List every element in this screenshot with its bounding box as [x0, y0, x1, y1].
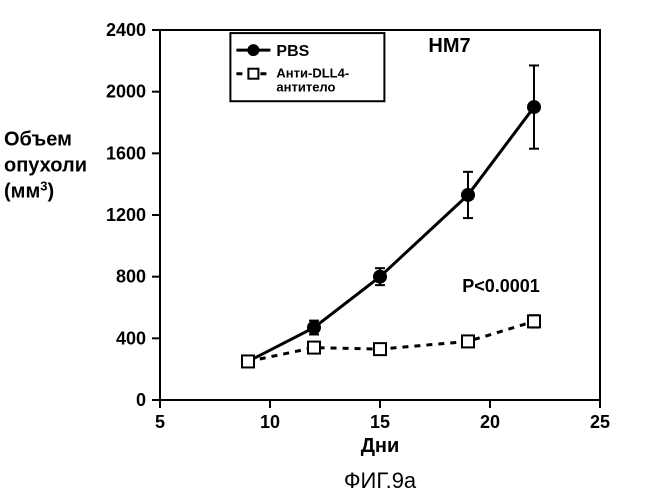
legend-label-pbs: PBS — [276, 43, 309, 60]
marker-pbs — [308, 322, 320, 334]
y-tick-label: 1600 — [106, 143, 146, 163]
y-tick-label: 0 — [136, 390, 146, 410]
x-tick-label: 20 — [480, 412, 500, 432]
marker-anti-dll4 — [462, 335, 474, 347]
legend-label-anti-dll4-2: антитело — [276, 80, 335, 95]
y-tick-label: 2000 — [106, 82, 146, 102]
x-tick-label: 10 — [260, 412, 280, 432]
marker-anti-dll4 — [528, 315, 540, 327]
y-tick-label: 1200 — [106, 205, 146, 225]
y-tick-label: 400 — [116, 328, 146, 348]
chart-svg: 510152025Дни04008001200160020002400Объем… — [0, 0, 655, 500]
legend-marker-anti-dll4 — [248, 69, 258, 79]
p-value-annotation: P<0.0001 — [462, 276, 540, 296]
chart-title: HM7 — [428, 35, 470, 57]
x-tick-label: 15 — [370, 412, 390, 432]
marker-pbs — [528, 101, 540, 113]
x-axis-label: Дни — [361, 435, 400, 457]
marker-pbs — [374, 271, 386, 283]
marker-anti-dll4 — [374, 343, 386, 355]
figure-caption: ФИГ.9a — [344, 468, 417, 493]
y-tick-label: 2400 — [106, 20, 146, 40]
marker-anti-dll4 — [308, 342, 320, 354]
marker-anti-dll4 — [242, 355, 254, 367]
x-tick-label: 5 — [155, 412, 165, 432]
x-tick-label: 25 — [590, 412, 610, 432]
legend-label-anti-dll4-1: Анти-DLL4- — [276, 66, 349, 81]
y-tick-label: 800 — [116, 267, 146, 287]
legend-marker-pbs — [248, 45, 258, 55]
chart-container: 510152025Дни04008001200160020002400Объем… — [0, 0, 655, 500]
marker-pbs — [462, 189, 474, 201]
